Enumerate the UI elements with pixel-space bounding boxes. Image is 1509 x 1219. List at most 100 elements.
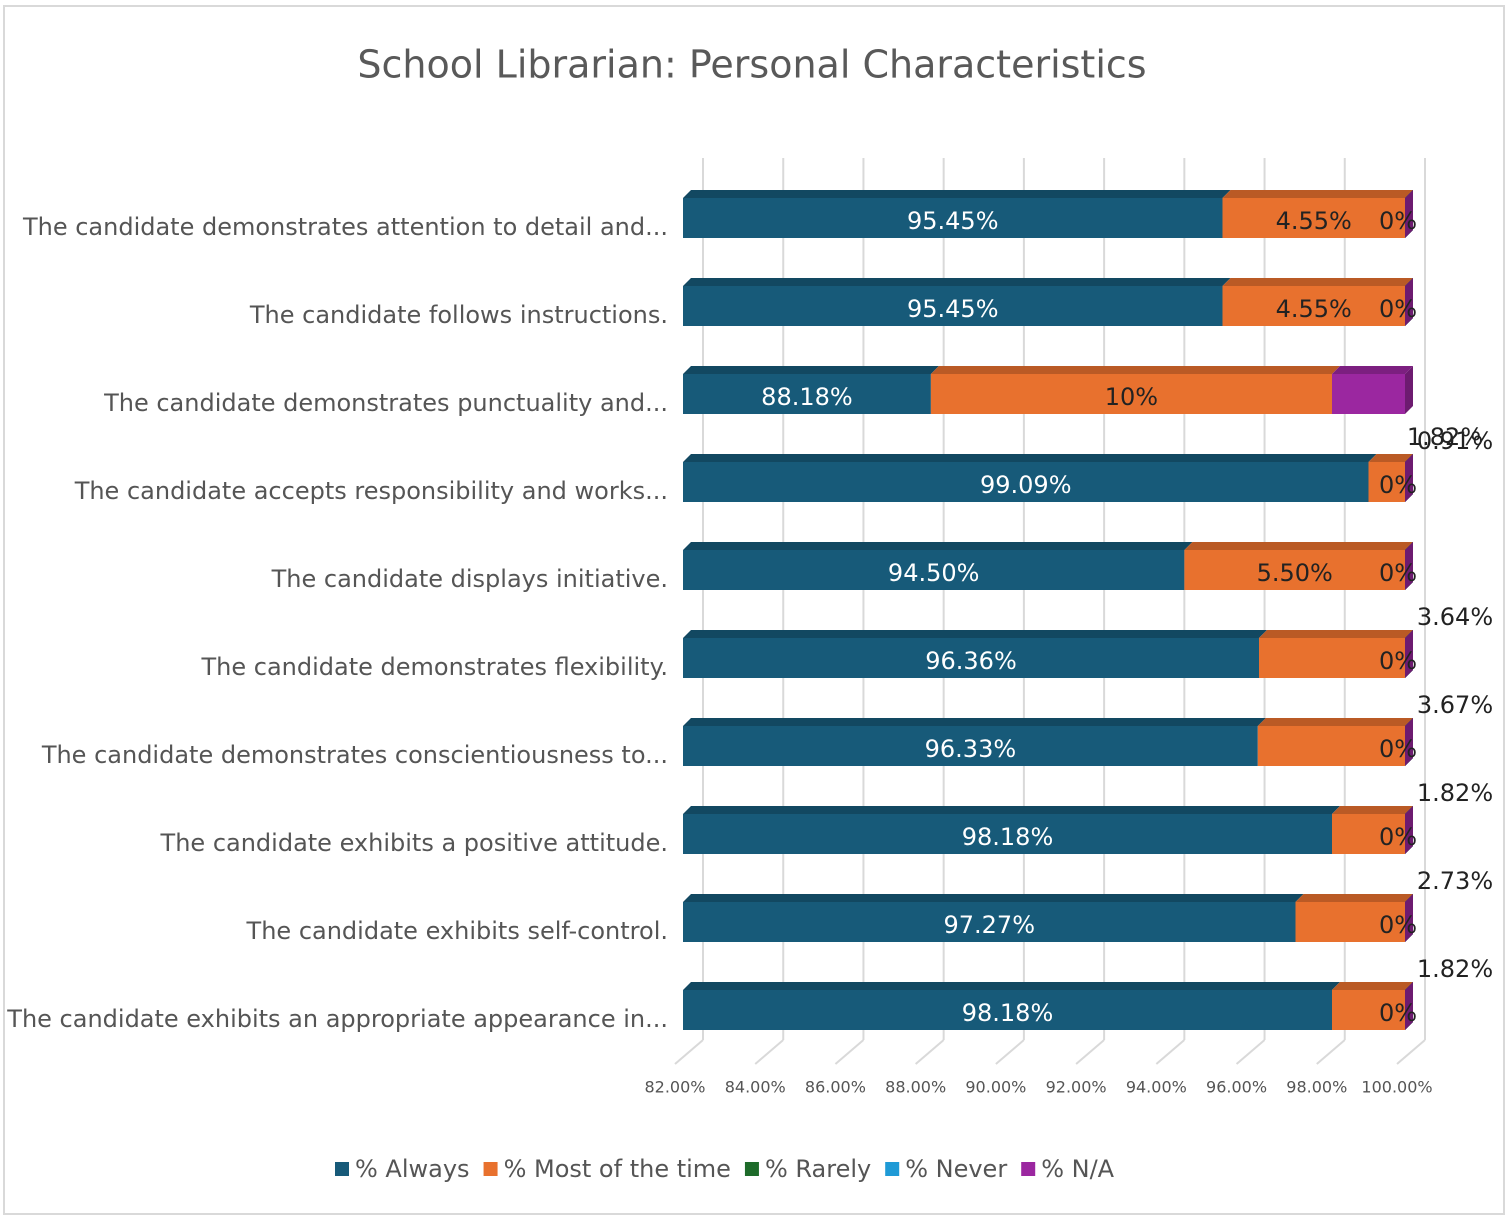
data-label: 0.91% — [1417, 427, 1493, 455]
data-label: 88.18% — [761, 383, 853, 411]
legend-swatch — [483, 1162, 498, 1176]
data-label: 0% — [1379, 295, 1417, 323]
data-label: 96.36% — [925, 647, 1017, 675]
bar-segment — [683, 902, 1296, 942]
bar-top — [683, 806, 1340, 814]
bar-segment — [1331, 374, 1405, 414]
bar-side — [1405, 894, 1413, 942]
bar-segment — [683, 198, 1223, 238]
data-label: 5.50% — [1257, 559, 1333, 587]
legend-label: % Most of the time — [504, 1155, 731, 1183]
x-tick-label: 90.00% — [965, 1078, 1026, 1097]
bar-segment — [683, 990, 1332, 1030]
data-label: 98.18% — [962, 823, 1054, 851]
bar-side — [1405, 454, 1413, 502]
data-label: 1.82% — [1417, 955, 1493, 983]
grid-floor-line — [1075, 1039, 1105, 1065]
grid-floor-line — [754, 1039, 784, 1065]
bar-top — [683, 718, 1266, 726]
data-label: 0% — [1379, 911, 1417, 939]
bar-segment — [1222, 286, 1405, 326]
y-tick-label: The candidate displays initiative. — [271, 565, 668, 593]
grid-floor-line — [674, 1039, 704, 1065]
data-label: 4.55% — [1276, 207, 1352, 235]
bar-top — [683, 366, 939, 374]
bar-top — [1368, 454, 1413, 462]
y-tick-label: The candidate demonstrates conscientious… — [41, 741, 668, 769]
legend-label: % Never — [905, 1155, 1007, 1183]
data-label: 1.82% — [1407, 423, 1483, 451]
bar-top — [930, 366, 1340, 374]
bar-side — [1405, 982, 1413, 1030]
x-tick-label: 92.00% — [1046, 1078, 1107, 1097]
x-tick-label: 98.00% — [1286, 1078, 1347, 1097]
bar-top — [683, 894, 1304, 902]
bar-segment — [1184, 550, 1405, 590]
data-label: 0% — [1379, 647, 1417, 675]
bar-top — [1331, 806, 1413, 814]
bar-side — [1405, 718, 1413, 766]
data-label: 3.67% — [1417, 691, 1493, 719]
data-label: 3.64% — [1417, 603, 1493, 631]
data-label: 10% — [1105, 383, 1158, 411]
bar-segment — [683, 286, 1223, 326]
data-label: 98.18% — [962, 999, 1054, 1027]
x-tick-label: 86.00% — [805, 1078, 866, 1097]
data-label: 0% — [1379, 471, 1417, 499]
data-label: 4.55% — [1276, 295, 1352, 323]
bar-side — [1405, 190, 1413, 238]
bar-top — [683, 982, 1340, 990]
bar-segment — [1331, 990, 1405, 1030]
data-label: 95.45% — [907, 295, 999, 323]
data-label: 94.50% — [888, 559, 980, 587]
legend-swatch — [744, 1162, 759, 1176]
data-label: 0% — [1379, 735, 1417, 763]
bar-segment — [1258, 638, 1405, 678]
data-label: 0% — [1379, 999, 1417, 1027]
data-label: 0% — [1379, 559, 1417, 587]
bar-side — [1405, 542, 1413, 590]
bar-top — [1331, 366, 1413, 374]
x-tick-label: 88.00% — [885, 1078, 946, 1097]
bar-segment — [683, 726, 1258, 766]
bar-top — [683, 454, 1377, 462]
x-tick-label: 82.00% — [644, 1078, 705, 1097]
bar-segment — [683, 550, 1185, 590]
x-tick-label: 100.00% — [1361, 1078, 1432, 1097]
data-label: 0% — [1379, 823, 1417, 851]
y-tick-label: The candidate demonstrates flexibility. — [201, 653, 669, 681]
data-label: 0% — [1379, 207, 1417, 235]
bar-top — [1222, 190, 1413, 198]
data-label: 1.82% — [1417, 779, 1493, 807]
legend-swatch — [335, 1162, 349, 1176]
grid-floor-line — [1396, 1039, 1426, 1065]
data-label: 99.09% — [980, 471, 1072, 499]
grid-floor-line — [834, 1039, 865, 1065]
y-tick-label: The candidate demonstrates punctuality a… — [103, 389, 668, 417]
legend-label: % Rarely — [765, 1155, 871, 1183]
bar-top — [683, 190, 1231, 198]
y-tick-label: The candidate exhibits a positive attitu… — [160, 829, 668, 857]
bar-segment — [1257, 726, 1405, 766]
bar-top — [1295, 894, 1413, 902]
bar-side — [1405, 630, 1413, 678]
bar-top — [683, 278, 1231, 286]
bar-segment — [683, 462, 1369, 502]
chart-title: School Librarian: Personal Characteristi… — [357, 43, 1146, 87]
data-label: 97.27% — [943, 911, 1035, 939]
bar-segment — [1368, 462, 1405, 502]
bar-side — [1405, 278, 1413, 326]
bar-top — [1258, 630, 1413, 638]
legend-swatch — [1021, 1162, 1036, 1176]
bar-segment — [683, 638, 1259, 678]
grid-floor-line — [1155, 1039, 1185, 1065]
x-tick-label: 96.00% — [1206, 1078, 1267, 1097]
y-tick-label: The candidate accepts responsibility and… — [74, 477, 668, 505]
y-tick-label: The candidate exhibits an appropriate ap… — [6, 1005, 668, 1033]
bar-side — [1405, 366, 1413, 414]
grid-floor-line — [1235, 1039, 1266, 1065]
data-label: 2.73% — [1417, 867, 1493, 895]
bar-top — [1222, 278, 1413, 286]
data-label: 95.45% — [907, 207, 999, 235]
